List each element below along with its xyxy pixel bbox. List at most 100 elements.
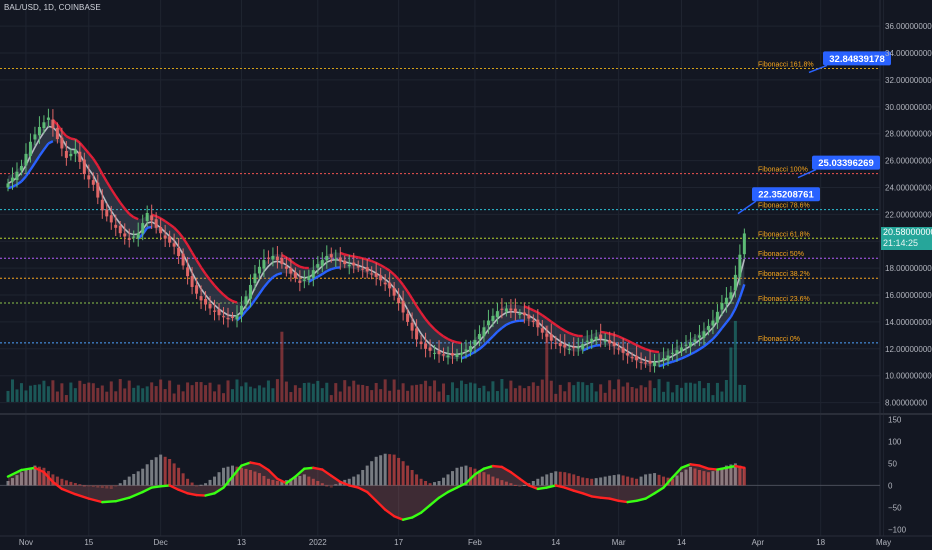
oscillator-line-falling [33, 466, 46, 474]
volume-bar [549, 380, 553, 402]
candle-down [78, 151, 82, 162]
candle-down [199, 296, 203, 301]
oscillator-line-rising [114, 496, 131, 503]
candle-down [87, 175, 91, 180]
ema-blue-segment [465, 353, 472, 358]
histogram-bar [424, 481, 428, 486]
candle-up [581, 344, 585, 350]
candle-down [361, 268, 365, 270]
candle-up [253, 273, 257, 284]
candle-up [446, 355, 450, 358]
candle-down [572, 347, 576, 349]
histogram-bar [168, 459, 172, 486]
ema-red-segment [645, 347, 651, 352]
candle-down [437, 350, 441, 355]
volume-bar [500, 379, 504, 402]
histogram-bar [266, 478, 270, 486]
histogram-bar [599, 477, 603, 486]
volume-bar [82, 383, 86, 402]
volume-bar [347, 386, 351, 402]
ema-red-segment [285, 256, 292, 262]
volume-bar [388, 390, 392, 402]
time-axis[interactable]: Nov 15 Dec 13 2022 17 Feb 14 Mar 14 Apr 18 May [19, 538, 891, 547]
volume-bar [684, 382, 688, 402]
volume-bar [648, 380, 652, 402]
histogram-bar [693, 468, 697, 486]
oscillator-line-falling [572, 489, 584, 495]
volume-bar [123, 388, 127, 402]
histogram-bar [576, 475, 580, 486]
candle-up [567, 348, 571, 350]
candle-down [451, 353, 455, 356]
histogram-bar [311, 478, 315, 486]
volume-bar [222, 393, 226, 402]
oscillator-axis[interactable]: 150 100 50 0 −50 −100 [888, 415, 907, 534]
time-tick-label: 18 [816, 538, 825, 547]
volume-bar [738, 384, 742, 402]
histogram-bar [320, 483, 324, 486]
volume-bar [195, 381, 199, 402]
oscillator-line-rising [680, 463, 692, 469]
histogram-bar [742, 467, 746, 486]
candle-down [208, 304, 212, 309]
volume-bar [177, 384, 181, 402]
ema-blue-segment [29, 162, 36, 171]
candle-up [706, 325, 710, 330]
candle-down [370, 273, 374, 275]
volume-bar [181, 391, 185, 402]
ema-red-segment [609, 332, 615, 336]
ema-blue-segment [7, 185, 13, 190]
candle-down [127, 238, 131, 240]
volume-bar [275, 379, 279, 402]
candle-down [513, 308, 517, 313]
volume-bar [28, 385, 32, 402]
candle-down [338, 257, 342, 262]
volume-bar [204, 385, 208, 402]
ema-red-segment [164, 220, 171, 226]
histogram-bar [213, 476, 217, 486]
candle-down [599, 334, 603, 339]
histogram-bar [190, 482, 194, 486]
oscillator-area [8, 462, 745, 520]
volume-bar [154, 386, 158, 402]
ema-red-segment [411, 298, 418, 307]
ema-blue-segment [317, 273, 323, 278]
volume-bar [208, 382, 212, 402]
volume-bar [253, 388, 257, 402]
candle-down [397, 297, 401, 304]
ema-blue-segment [505, 321, 512, 326]
ema-red-segment [559, 326, 566, 332]
histogram-bar [222, 467, 226, 486]
candle-up [302, 279, 306, 281]
symbol-title[interactable]: BAL/USD, 1D, COINBASE [4, 3, 101, 12]
candle-up [680, 347, 683, 352]
ema-blue-segment [263, 281, 270, 288]
oscillator-line-falling [87, 497, 104, 504]
ema-red-segment [200, 266, 207, 275]
oscillator-line-falling [276, 477, 288, 485]
candle-up [702, 331, 706, 338]
volume-bar [114, 391, 118, 402]
oscillator-line-falling [74, 493, 91, 500]
ema-red-segment [290, 260, 297, 266]
volume-bar [105, 391, 109, 402]
ema-white-line [7, 125, 746, 363]
volume-bar [688, 382, 692, 402]
candle-up [491, 315, 495, 322]
candle-up [590, 338, 594, 343]
volume-bar [343, 380, 347, 402]
volume-bar [73, 388, 77, 402]
volume-bar [459, 380, 463, 402]
histogram-bar [37, 466, 41, 486]
histogram-bar [257, 473, 261, 486]
histogram-bar [446, 474, 450, 486]
volume-bar [424, 380, 428, 402]
volume-bar [666, 381, 670, 402]
histogram-bar [24, 470, 28, 486]
ema-red-segment [114, 195, 122, 204]
candle-up [244, 296, 248, 305]
ema-red-segment [173, 226, 180, 234]
candle-down [266, 257, 270, 259]
price-axis[interactable]: 36.00000000 34.00000000 32.00000000 30.0000… [885, 22, 932, 407]
